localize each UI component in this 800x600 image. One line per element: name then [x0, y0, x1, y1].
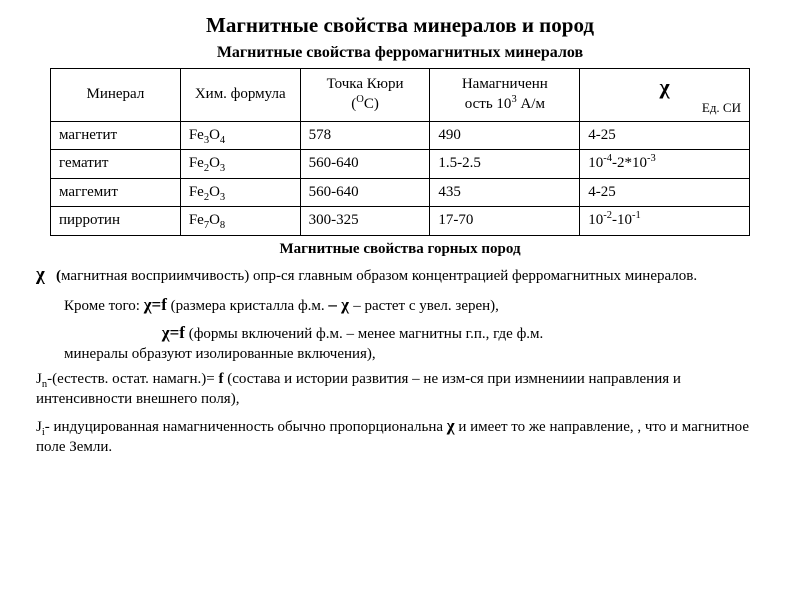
mineral-name: магнетит [59, 127, 117, 143]
table-title: Магнитные свойства ферромагнитных минера… [28, 43, 772, 64]
magn-cell: 490 [430, 121, 580, 150]
chi-cell: 4-25 [580, 178, 750, 207]
curie-cell: 560-640 [300, 150, 430, 179]
magn-cell: 17-70 [430, 207, 580, 236]
p3-b: минералы образуют изолированные включени… [64, 346, 376, 362]
mineral-name: пирротин [59, 212, 120, 228]
curie-label: Точка Кюри [327, 76, 404, 92]
curie-unit-sup: О [356, 94, 364, 105]
note-chi-inclusion-form: χ=f (формы включений ф.м. – менее магнит… [64, 322, 772, 364]
chi-inline: χ [447, 416, 455, 435]
mineral-name: гематит [59, 155, 108, 171]
col-header-magn: Намагниченн ость 103 А/м [430, 69, 580, 121]
p4-a: -(естеств. остат. намагн.)= [47, 371, 218, 387]
formula-cell: Fe7O8 [180, 207, 300, 236]
chi-eq-f: χ=f [144, 295, 167, 314]
p3-a: (формы включений ф.м. – менее магнитны г… [185, 326, 543, 342]
magn-cell: 1.5-2.5 [430, 150, 580, 179]
p2-a: (размера кристалла ф.м. [167, 298, 329, 314]
note-chi-definition: χ (магнитная восприимчивость) опр-ся гла… [36, 263, 772, 288]
note-chi-crystal-size: Кроме того: χ=f (размера кристалла ф.м. … [64, 294, 772, 317]
magn-cell: 435 [430, 178, 580, 207]
chi-symbol: χ [660, 74, 670, 99]
minerals-table: Минерал Хим. формула Точка Кюри (ОС) Нам… [50, 68, 750, 235]
chi-symbol: χ [36, 264, 45, 285]
table-row: гематит Fe2O3 560-640 1.5-2.5 10-4-2*10-… [51, 150, 750, 179]
section-title: Магнитные свойства горных пород [28, 240, 772, 260]
chi-def-text: магнитная восприимчивость) опр-ся главны… [61, 268, 697, 284]
chi-eq-f2: χ=f [162, 323, 185, 342]
p5-a: - индуцированная намагниченность обычно … [45, 419, 447, 435]
magn-line2-pre: ость 10 [465, 96, 512, 112]
note-ji: Ji- индуцированная намагниченность обычн… [36, 415, 772, 457]
page-title: Магнитные свойства минералов и пород [28, 12, 772, 39]
magn-line2-post: А/м [517, 96, 545, 112]
chi-cell: 10-4-2*10-3 [580, 150, 750, 179]
col-header-mineral: Минерал [51, 69, 181, 121]
mineral-name: маггемит [59, 184, 118, 200]
table-row: пирротин Fe7O8 300-325 17-70 10-2-10-1 [51, 207, 750, 236]
table-row: маггемит Fe2O3 560-640 435 4-25 [51, 178, 750, 207]
magn-line1: Намагниченн [462, 76, 548, 92]
table-header-row: Минерал Хим. формула Точка Кюри (ОС) Нам… [51, 69, 750, 121]
p2-pre: Кроме того: [64, 298, 144, 314]
curie-cell: 578 [300, 121, 430, 150]
formula-cell: Fe2O3 [180, 178, 300, 207]
p2-b: – растет с увел. зерен), [353, 298, 499, 314]
curie-cell: 300-325 [300, 207, 430, 236]
table-row: магнетит Fe3O4 578 490 4-25 [51, 121, 750, 150]
chi-unit: Ед. СИ [588, 100, 741, 117]
dash: – [328, 295, 337, 314]
col-header-formula: Хим. формула [180, 69, 300, 121]
col-header-curie: Точка Кюри (ОС) [300, 69, 430, 121]
curie-cell: 560-640 [300, 178, 430, 207]
chi-cell: 10-2-10-1 [580, 207, 750, 236]
col-header-chi: χ Ед. СИ [580, 69, 750, 121]
formula-cell: Fe3O4 [180, 121, 300, 150]
note-jn: Jn-(естеств. остат. намагн.)= f (состава… [36, 370, 772, 409]
chi-sym: χ [337, 295, 353, 314]
formula-cell: Fe2O3 [180, 150, 300, 179]
chi-cell: 4-25 [580, 121, 750, 150]
curie-unit-post: С) [364, 96, 379, 112]
